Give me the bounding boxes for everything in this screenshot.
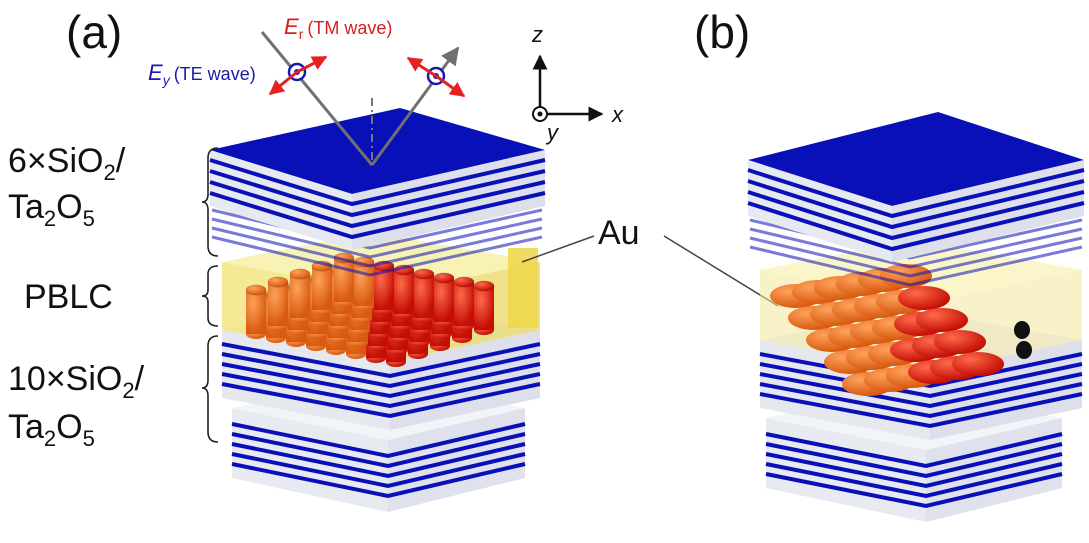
cylinder-body — [374, 266, 394, 310]
mirror-stripe — [749, 236, 1083, 278]
mirror-stripe — [209, 180, 546, 229]
mirror-stripe — [221, 382, 541, 419]
mirror-stripe — [221, 352, 541, 389]
mirror-stripe — [209, 169, 546, 218]
b-top-mirror-stack — [747, 112, 1085, 262]
incident-beam — [260, 31, 374, 166]
coordinate-axes: z x y — [531, 22, 624, 145]
mirror-stripe — [231, 442, 526, 479]
z-axis-label: z — [531, 22, 543, 47]
electrode-annotation: Au — [521, 214, 779, 307]
cylinder-top — [433, 272, 455, 284]
cylinder-body — [474, 286, 494, 330]
mirror-stripe — [749, 227, 1083, 269]
cylinder-body — [290, 274, 310, 318]
panel-a: (a) — [8, 6, 624, 512]
bracket-bottom-mirror — [201, 335, 219, 443]
mirror-stripe — [749, 245, 1083, 287]
tm-arrow-incident-1 — [296, 55, 328, 74]
mirror-stripe — [211, 226, 543, 268]
tm-wave-label: Er (TM wave) — [284, 14, 392, 42]
lc-label: PBLC — [24, 278, 113, 316]
panel-b: (b) — [694, 6, 1085, 522]
mirror-stripe — [765, 462, 1063, 499]
mirror-stripe — [759, 392, 1083, 429]
cylinder-array-a — [245, 252, 495, 367]
top-mirror-label-line2: Ta2O5 — [8, 188, 95, 231]
bracket-lc — [201, 265, 219, 327]
lying-cylinder — [898, 286, 950, 310]
cylinder-top — [267, 276, 289, 288]
cylinder-end — [1016, 341, 1032, 359]
tm-arrow-reflected-2 — [435, 74, 466, 98]
cylinder-body — [312, 266, 332, 310]
mirror-stripe — [221, 362, 541, 399]
cylinder-body — [454, 282, 474, 326]
bottom-mirror-label-line2: Ta2O5 — [8, 408, 95, 451]
cylinder-body — [414, 274, 434, 318]
reflected-beam — [370, 46, 460, 166]
tm-arrow-reflected-1 — [406, 56, 437, 78]
mirror-stripe — [759, 372, 1083, 409]
au-leader-a — [521, 235, 595, 263]
lying-cylinder — [934, 330, 986, 354]
cylinder-body — [334, 258, 354, 302]
gold-electrode-a — [508, 248, 538, 328]
tm-arrow-incident-2 — [268, 70, 298, 96]
cylinder-end — [1014, 321, 1030, 339]
mirror-stripe — [221, 372, 541, 409]
layer-brackets — [201, 147, 219, 443]
mirror-stripe — [759, 352, 1083, 389]
cylinder-body — [354, 262, 374, 306]
panel-b-label: (b) — [694, 6, 750, 58]
top-mirror-stack — [209, 108, 546, 250]
lying-cylinder — [952, 352, 1004, 376]
mirror-stripe — [747, 168, 1085, 219]
mirror-stripe — [765, 432, 1063, 469]
mirror-stripe — [231, 462, 526, 499]
cylinder-top — [289, 268, 311, 280]
panel-a-label: (a) — [66, 6, 122, 58]
mirror-stripe — [221, 342, 541, 379]
cylinder-top — [453, 276, 475, 288]
mirror-stripe — [231, 452, 526, 489]
cylinder-body — [268, 282, 288, 326]
mirror-stripe — [211, 217, 543, 259]
mirror-stripe — [211, 235, 543, 277]
cylinder-top — [245, 284, 267, 296]
bottom-mirror-label-line1: 10×SiO2/ — [8, 360, 145, 403]
mirror-stripe — [759, 382, 1083, 419]
y-axis-label: y — [545, 120, 560, 145]
cylinder-body — [434, 278, 454, 322]
mirror-stripe — [747, 179, 1085, 230]
cylinder-top — [413, 268, 435, 280]
x-axis-label: x — [611, 102, 624, 127]
mirror-stripe — [231, 432, 526, 469]
te-wave-label: Ey (TE wave) — [148, 60, 256, 88]
au-label: Au — [598, 214, 640, 252]
mirror-stripe — [765, 452, 1063, 489]
mirror-stripe — [765, 442, 1063, 479]
mirror-stripe — [747, 201, 1085, 252]
mirror-stripe — [209, 158, 546, 207]
cylinder-body — [394, 270, 414, 314]
lying-cylinder — [916, 308, 968, 332]
top-mirror-label-line1: 6×SiO2/ — [8, 142, 126, 185]
au-leader-b — [663, 235, 779, 307]
beam-diagram — [260, 31, 466, 166]
mirror-stripe — [747, 190, 1085, 241]
cylinder-top — [473, 280, 495, 292]
mirror-stripe — [759, 362, 1083, 399]
bracket-top-mirror — [201, 147, 219, 257]
mirror-stripe — [765, 472, 1063, 509]
mirror-stripe — [209, 191, 546, 240]
mirror-stripe — [231, 422, 526, 459]
cylinder-body — [246, 290, 266, 334]
